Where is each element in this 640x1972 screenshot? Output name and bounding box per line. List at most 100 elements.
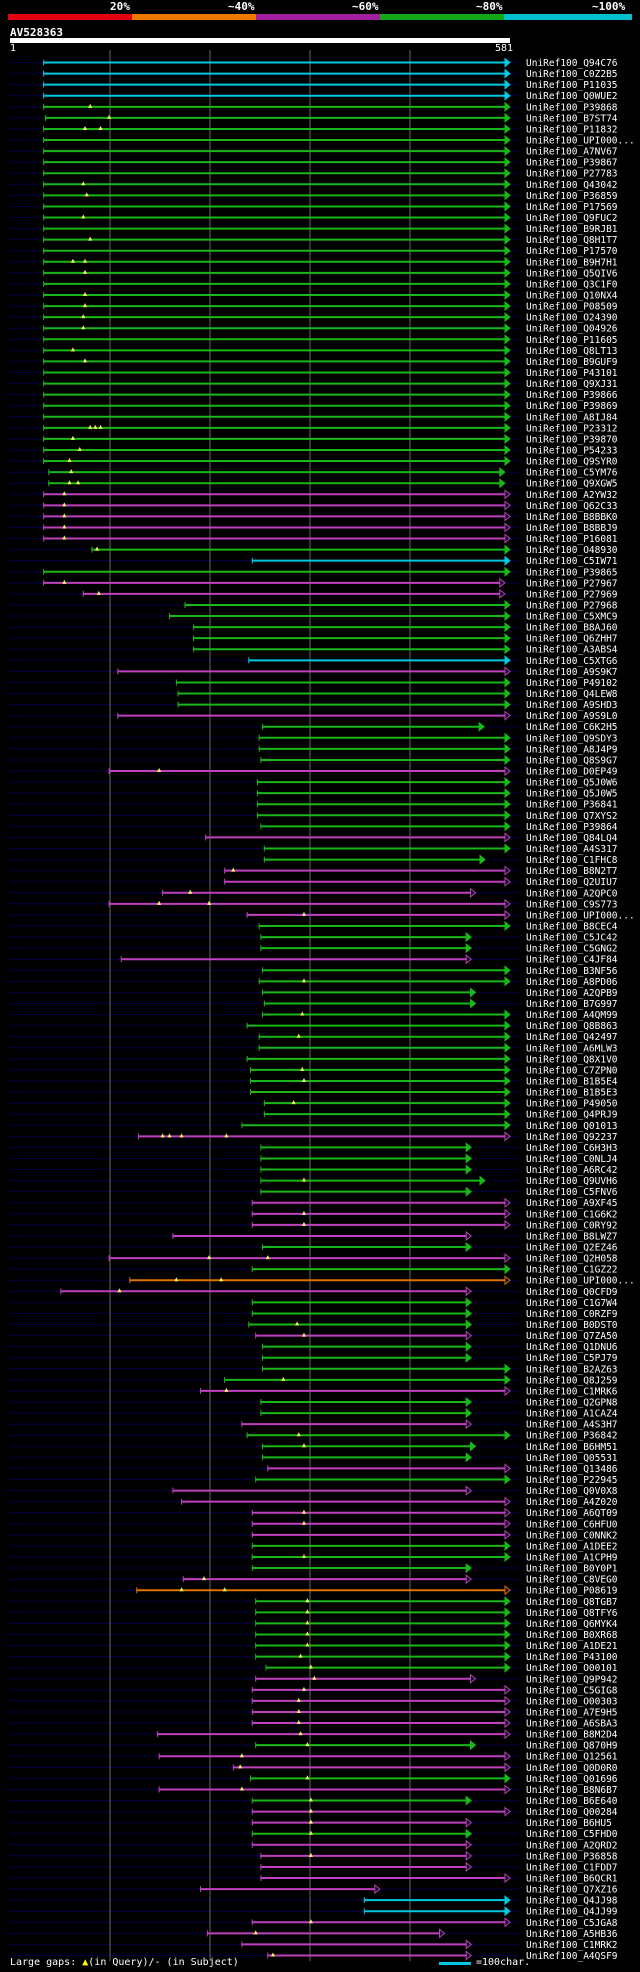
hit-label[interactable]: UniRef100_P11035 xyxy=(526,80,618,91)
hit-label[interactable]: UniRef100_C1FHC8 xyxy=(526,855,618,866)
hit-label[interactable]: UniRef100_Q4PRJ9 xyxy=(526,1110,618,1121)
hit-label[interactable]: UniRef100_B0DST0 xyxy=(526,1320,618,1331)
hit-label[interactable]: UniRef100_C0NNK2 xyxy=(526,1530,618,1541)
hit-label[interactable]: UniRef100_B6HU5 xyxy=(526,1818,612,1829)
hit-label[interactable]: UniRef100_C7ZPN0 xyxy=(526,1065,618,1076)
hit-label[interactable]: UniRef100_C1G6K2 xyxy=(526,1209,618,1220)
hit-label[interactable]: UniRef100_Q0CFD9 xyxy=(526,1287,618,1298)
hit-label[interactable]: UniRef100_Q92237 xyxy=(526,1132,618,1143)
hit-label[interactable]: UniRef100_P39870 xyxy=(526,434,618,445)
hit-label[interactable]: UniRef100_Q0WUE2 xyxy=(526,91,618,102)
hit-label[interactable]: UniRef100_Q43042 xyxy=(526,180,618,191)
hit-label[interactable]: UniRef100_A2QPB9 xyxy=(526,988,618,999)
hit-label[interactable]: UniRef100_A8J4P9 xyxy=(526,744,618,755)
hit-label[interactable]: UniRef100_Q870H9 xyxy=(526,1741,618,1752)
hit-label[interactable]: UniRef100_Q8B863 xyxy=(526,1021,618,1032)
hit-label[interactable]: UniRef100_Q9XGW5 xyxy=(526,479,618,490)
hit-label[interactable]: UniRef100_C5YM76 xyxy=(526,468,618,479)
hit-label[interactable]: UniRef100_P11605 xyxy=(526,335,618,346)
hit-label[interactable]: UniRef100_B7ST74 xyxy=(526,113,618,124)
hit-label[interactable]: UniRef100_A3ABS4 xyxy=(526,645,618,656)
hit-label[interactable]: UniRef100_B6HM51 xyxy=(526,1442,618,1453)
hit-label[interactable]: UniRef100_B6E640 xyxy=(526,1796,618,1807)
hit-label[interactable]: UniRef100_P39865 xyxy=(526,567,618,578)
hit-label[interactable]: UniRef100_P54233 xyxy=(526,445,618,456)
hit-label[interactable]: UniRef100_C6HFU0 xyxy=(526,1519,618,1530)
hit-label[interactable]: UniRef100_Q8LT13 xyxy=(526,346,618,357)
hit-label[interactable]: UniRef100_C9S773 xyxy=(526,899,618,910)
hit-label[interactable]: UniRef100_O00303 xyxy=(526,1696,618,1707)
hit-label[interactable]: UniRef100_Q5QIV6 xyxy=(526,268,618,279)
hit-label[interactable]: UniRef100_Q9FUC2 xyxy=(526,213,618,224)
hit-label[interactable]: UniRef100_P27969 xyxy=(526,589,618,600)
hit-label[interactable]: UniRef100_A9XF45 xyxy=(526,1198,618,1209)
hit-label[interactable]: UniRef100_Q04926 xyxy=(526,324,618,335)
hit-label[interactable]: UniRef100_Q62C33 xyxy=(526,501,618,512)
hit-label[interactable]: UniRef100_Q84LQ4 xyxy=(526,833,618,844)
hit-label[interactable]: UniRef100_B7G997 xyxy=(526,999,618,1010)
hit-label[interactable]: UniRef100_B8N6B7 xyxy=(526,1785,618,1796)
hit-label[interactable]: UniRef100_C5FHD0 xyxy=(526,1829,618,1840)
hit-label[interactable]: UniRef100_B1B5E3 xyxy=(526,1088,618,1099)
hit-label[interactable]: UniRef100_Q10NX4 xyxy=(526,291,618,302)
hit-label[interactable]: UniRef100_Q4JJ99 xyxy=(526,1907,618,1918)
hit-label[interactable]: UniRef100_A6RC42 xyxy=(526,1165,618,1176)
hit-label[interactable]: UniRef100_Q13486 xyxy=(526,1464,618,1475)
hit-label[interactable]: UniRef100_B8M2D4 xyxy=(526,1730,618,1741)
hit-label[interactable]: UniRef100_P39864 xyxy=(526,822,618,833)
hit-label[interactable]: UniRef100_UPI000... xyxy=(526,910,635,921)
hit-label[interactable]: UniRef100_C1MRK6 xyxy=(526,1386,618,1397)
hit-label[interactable]: UniRef100_P11832 xyxy=(526,124,618,135)
hit-label[interactable]: UniRef100_B8LWZ7 xyxy=(526,1231,618,1242)
hit-label[interactable]: UniRef100_C0NLJ4 xyxy=(526,1154,618,1165)
hit-label[interactable]: UniRef100_C1G7W4 xyxy=(526,1298,618,1309)
hit-label[interactable]: UniRef100_C5JC42 xyxy=(526,933,618,944)
hit-label[interactable]: UniRef100_B2AZ63 xyxy=(526,1364,618,1375)
hit-label[interactable]: UniRef100_Q9XJ31 xyxy=(526,379,618,390)
hit-label[interactable]: UniRef100_C1FDD7 xyxy=(526,1862,618,1873)
hit-label[interactable]: UniRef100_Q94C76 xyxy=(526,58,618,69)
hit-label[interactable]: UniRef100_P39869 xyxy=(526,401,618,412)
hit-label[interactable]: UniRef100_C0Z2B5 xyxy=(526,69,618,80)
hit-label[interactable]: UniRef100_C5PJ79 xyxy=(526,1353,618,1364)
hit-label[interactable]: UniRef100_C1GZ22 xyxy=(526,1265,618,1276)
hit-label[interactable]: UniRef100_A2YW32 xyxy=(526,490,618,501)
hit-label[interactable]: UniRef100_P39866 xyxy=(526,390,618,401)
hit-label[interactable]: UniRef100_A1CAZ4 xyxy=(526,1409,618,1420)
hit-label[interactable]: UniRef100_P08619 xyxy=(526,1586,618,1597)
hit-label[interactable]: UniRef100_A4S3H7 xyxy=(526,1420,618,1431)
hit-label[interactable]: UniRef100_Q8J259 xyxy=(526,1375,618,1386)
hit-label[interactable]: UniRef100_Q9P942 xyxy=(526,1674,618,1685)
hit-label[interactable]: UniRef100_C5GIG8 xyxy=(526,1685,618,1696)
hit-label[interactable]: UniRef100_B8AJ60 xyxy=(526,623,618,634)
hit-label[interactable]: UniRef100_C8VEG0 xyxy=(526,1575,618,1586)
hit-label[interactable]: UniRef100_B9GUF9 xyxy=(526,357,618,368)
hit-label[interactable]: UniRef100_Q7XZ16 xyxy=(526,1885,618,1896)
hit-label[interactable]: UniRef100_A4Z020 xyxy=(526,1497,618,1508)
hit-label[interactable]: UniRef100_Q9SDY3 xyxy=(526,733,618,744)
hit-label[interactable]: UniRef100_Q2H058 xyxy=(526,1254,618,1265)
hit-label[interactable]: UniRef100_C6K2H5 xyxy=(526,722,618,733)
hit-label[interactable]: UniRef100_B8N2T7 xyxy=(526,866,618,877)
hit-label[interactable]: UniRef100_B0Y0P1 xyxy=(526,1564,618,1575)
hit-label[interactable]: UniRef100_B3NF56 xyxy=(526,966,618,977)
hit-label[interactable]: UniRef100_Q6MYK4 xyxy=(526,1619,618,1630)
hit-label[interactable]: UniRef100_C4JF84 xyxy=(526,955,618,966)
hit-label[interactable]: UniRef100_Q42497 xyxy=(526,1032,618,1043)
hit-label[interactable]: UniRef100_B9H7H1 xyxy=(526,257,618,268)
hit-label[interactable]: UniRef100_A7NV67 xyxy=(526,147,618,158)
hit-label[interactable]: UniRef100_B9RJB1 xyxy=(526,224,618,235)
hit-label[interactable]: UniRef100_C1MRK2 xyxy=(526,1940,618,1951)
hit-label[interactable]: UniRef100_C5FNV6 xyxy=(526,1187,618,1198)
hit-label[interactable]: UniRef100_Q9UVH6 xyxy=(526,1176,618,1187)
hit-label[interactable]: UniRef100_A4QM99 xyxy=(526,1010,618,1021)
hit-label[interactable]: UniRef100_Q00284 xyxy=(526,1807,618,1818)
hit-label[interactable]: UniRef100_Q6ZHH7 xyxy=(526,634,618,645)
hit-label[interactable]: UniRef100_Q8H1T7 xyxy=(526,235,618,246)
hit-label[interactable]: UniRef100_C5GNG2 xyxy=(526,944,618,955)
hit-label[interactable]: UniRef100_P22945 xyxy=(526,1475,618,1486)
hit-label[interactable]: UniRef100_P08509 xyxy=(526,302,618,313)
hit-label[interactable]: UniRef100_Q5J0W6 xyxy=(526,778,618,789)
hit-label[interactable]: UniRef100_P23312 xyxy=(526,423,618,434)
hit-label[interactable]: UniRef100_Q05531 xyxy=(526,1453,618,1464)
